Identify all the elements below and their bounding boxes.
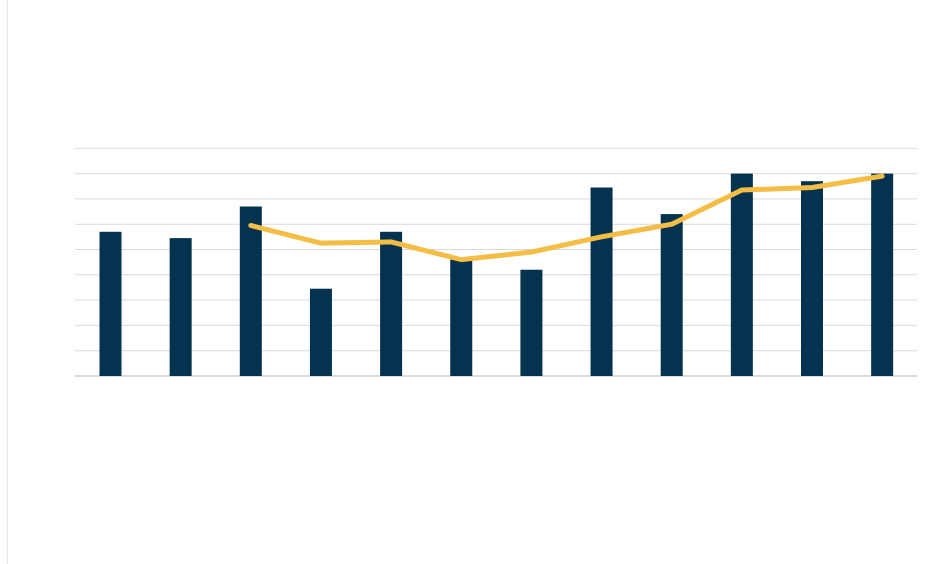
bar bbox=[450, 259, 473, 376]
gridlines bbox=[75, 147, 917, 377]
bar bbox=[309, 288, 332, 376]
line-series bbox=[248, 173, 885, 263]
trend-line bbox=[248, 173, 885, 263]
bar bbox=[99, 231, 122, 376]
bar bbox=[660, 214, 683, 376]
left-border-rule bbox=[7, 0, 8, 564]
bar bbox=[730, 173, 753, 376]
bar bbox=[520, 269, 543, 376]
bar bbox=[169, 238, 192, 376]
bar bbox=[239, 206, 262, 376]
bar bbox=[871, 173, 894, 376]
bar bbox=[590, 187, 613, 376]
bar bbox=[801, 181, 823, 376]
bar bbox=[380, 231, 403, 376]
